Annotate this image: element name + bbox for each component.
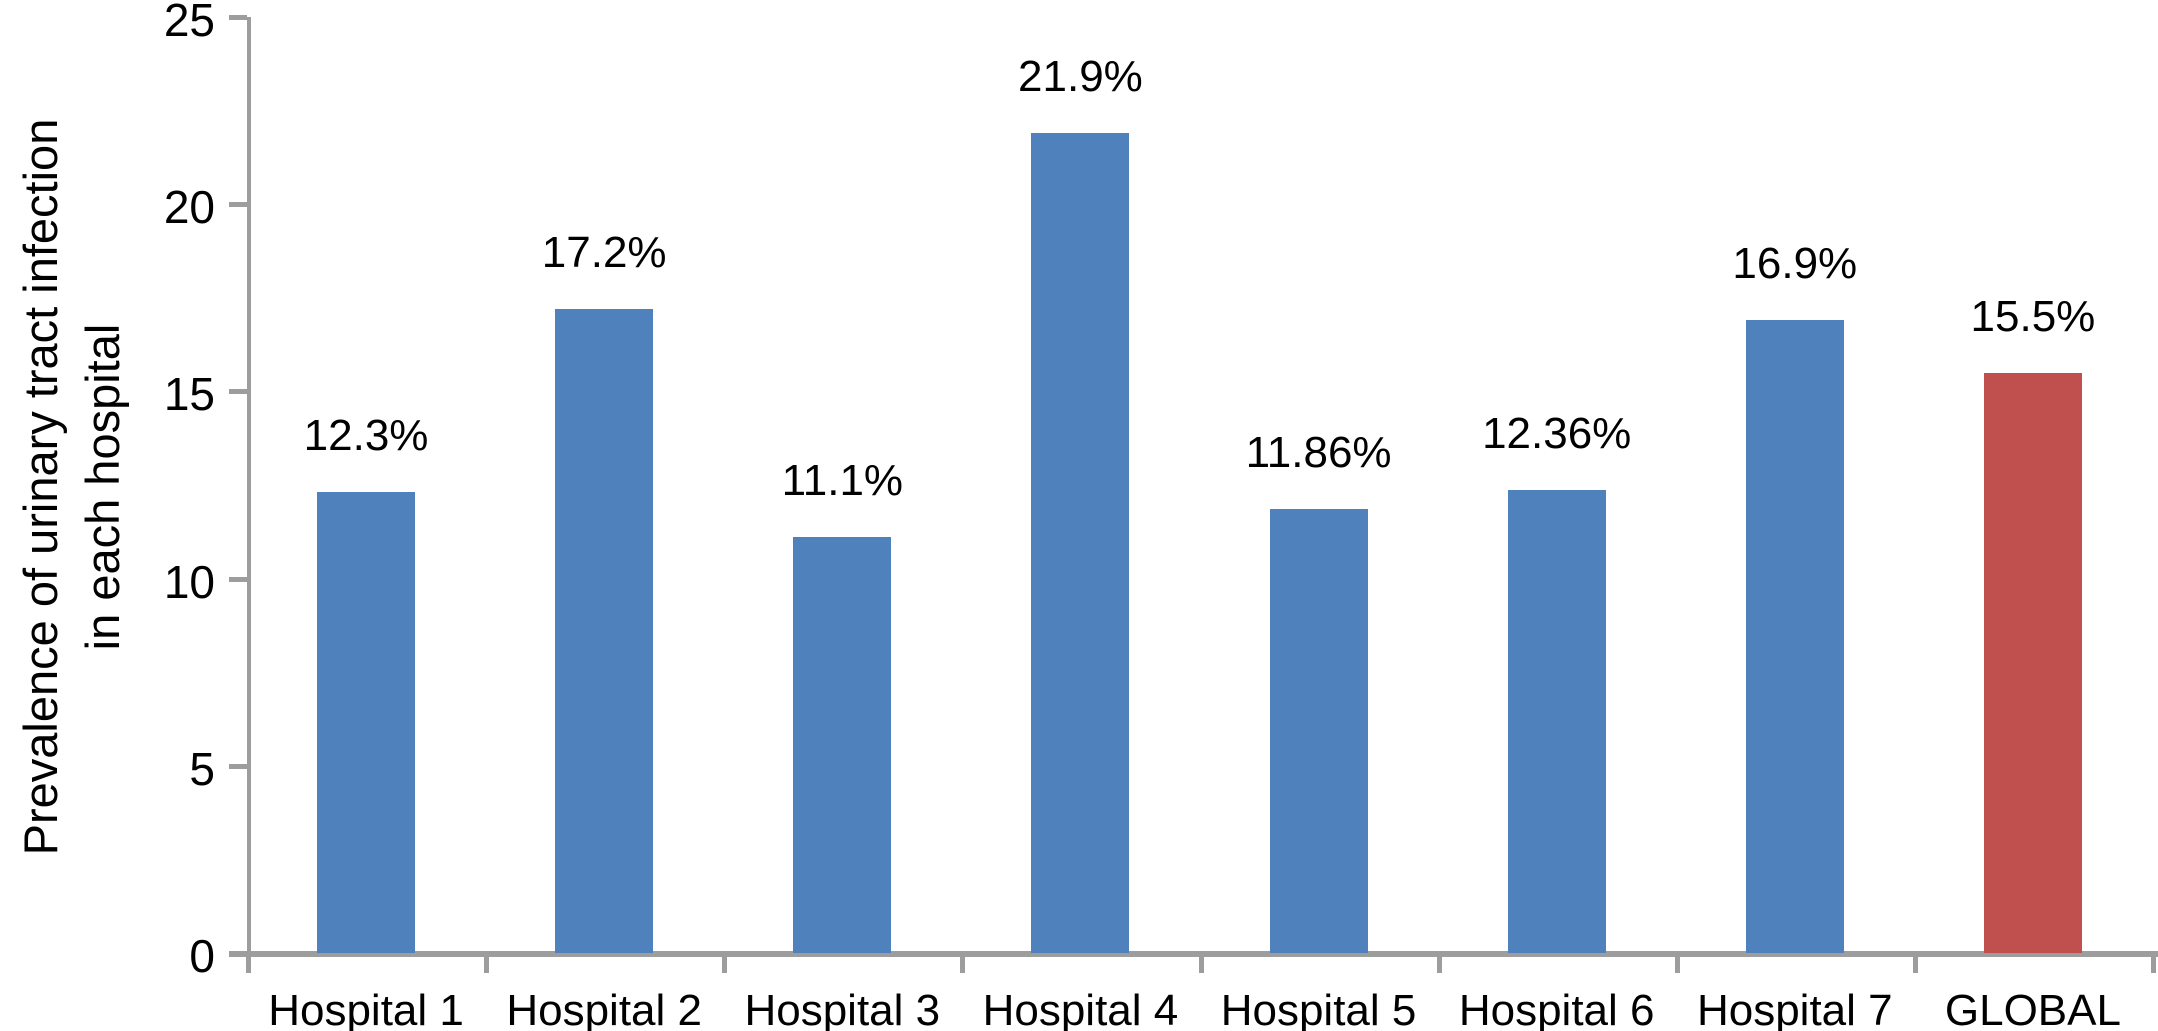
x-tick-mark [246,954,251,973]
x-tick-mark [1674,954,1680,973]
y-tick-label: 20 [163,181,215,234]
x-tick-mark [1198,954,1204,973]
y-tick-mark [229,951,247,956]
y-tick-mark [229,202,247,208]
x-tick-mark [484,954,490,973]
bar [793,537,892,953]
y-tick-mark [229,15,247,20]
x-tick-mark [2151,954,2156,973]
category-label: Hospital 4 [982,986,1179,1031]
x-tick-mark [960,954,966,973]
y-tick-mark [229,389,247,395]
value-label: 12.3% [303,411,429,461]
y-tick-mark [229,576,247,582]
bar [555,309,654,953]
value-label: 17.2% [541,228,667,278]
value-label: 16.9% [1732,239,1858,289]
value-label: 11.86% [1245,427,1392,477]
value-label: 12.36% [1482,409,1632,459]
y-axis-line [247,17,251,953]
value-label: 11.1% [781,456,904,506]
y-axis-title-line1: Prevalence of urinary tract infection [14,118,67,856]
y-tick-label: 10 [163,555,215,608]
x-axis-line [229,951,2158,957]
bar [1507,490,1606,953]
y-tick-label: 5 [189,742,215,795]
x-tick-mark [722,954,728,973]
category-label: Hospital 7 [1696,986,1893,1031]
bar [1745,320,1844,953]
x-tick-mark [1436,954,1442,973]
value-label: 15.5% [1970,291,2096,341]
y-tick-mark [229,763,247,769]
bar [1983,372,2082,953]
category-label: Hospital 5 [1220,986,1417,1031]
category-label: Hospital 6 [1458,986,1655,1031]
value-label: 21.9% [1018,52,1143,102]
category-label: Hospital 2 [506,986,703,1031]
category-label: Hospital 3 [744,986,941,1031]
y-tick-label: 15 [163,368,215,421]
y-tick-label: 25 [163,0,215,46]
y-axis-title-line2: in each hospital [76,323,129,651]
bar [1031,133,1130,953]
category-label: GLOBAL [1944,986,2121,1031]
y-axis-title: Prevalence of urinary tract infection in… [10,17,134,957]
x-tick-mark [1912,954,1918,973]
category-label: Hospital 1 [268,986,464,1031]
bar [317,492,416,953]
bar [1269,508,1368,953]
y-tick-label: 0 [189,930,215,982]
